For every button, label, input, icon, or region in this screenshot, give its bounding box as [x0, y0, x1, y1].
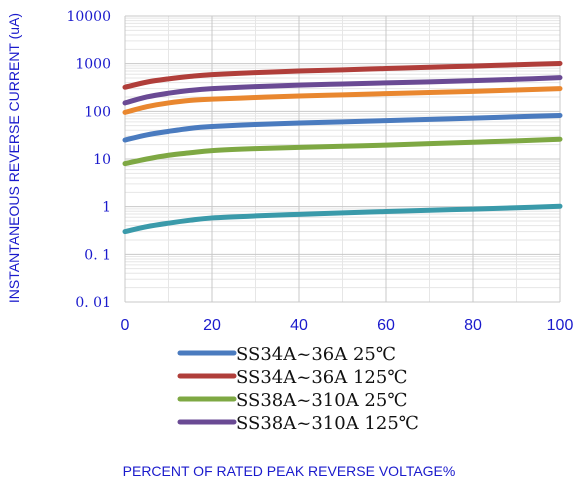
y-tick-label: 0. 1	[84, 247, 111, 263]
x-axis-label: PERCENT OF RATED PEAK REVERSE VOLTAGE%	[123, 463, 456, 479]
legend-label: SS38A~310A 25℃	[236, 390, 407, 411]
legend-label: SS34A~36A 25℃	[236, 344, 396, 365]
series-line	[122, 112, 563, 143]
y-tick-label: 100	[84, 104, 111, 120]
x-axis-ticks: 0 20 40 60 80 100	[121, 317, 574, 334]
x-tick-label: 40	[290, 317, 308, 334]
x-tick-label: 60	[377, 317, 395, 334]
series-line	[122, 75, 563, 106]
legend-label: SS38A~310A 125℃	[236, 413, 419, 434]
y-axis-label: INSTANTANEOUS REVERSE CURRENT (uA)	[6, 13, 22, 303]
x-tick-label: 100	[547, 317, 574, 334]
y-axis-ticks: 10000 1000 100 10 1 0. 1 0. 01	[66, 9, 111, 311]
y-tick-label: 1	[102, 200, 111, 216]
legend-label: SS34A~36A 125℃	[236, 367, 407, 388]
series-line	[122, 60, 563, 90]
y-tick-label: 10000	[66, 9, 111, 25]
series-lines	[122, 60, 563, 235]
y-tick-label: 1000	[75, 57, 111, 73]
series-line	[122, 86, 563, 115]
x-tick-label: 20	[203, 317, 221, 334]
x-tick-label: 80	[464, 317, 482, 334]
x-tick-label: 0	[121, 317, 130, 334]
series-line	[122, 136, 563, 167]
series-line	[122, 203, 563, 235]
y-tick-label: 10	[93, 152, 111, 168]
y-tick-label: 0. 01	[75, 295, 111, 311]
